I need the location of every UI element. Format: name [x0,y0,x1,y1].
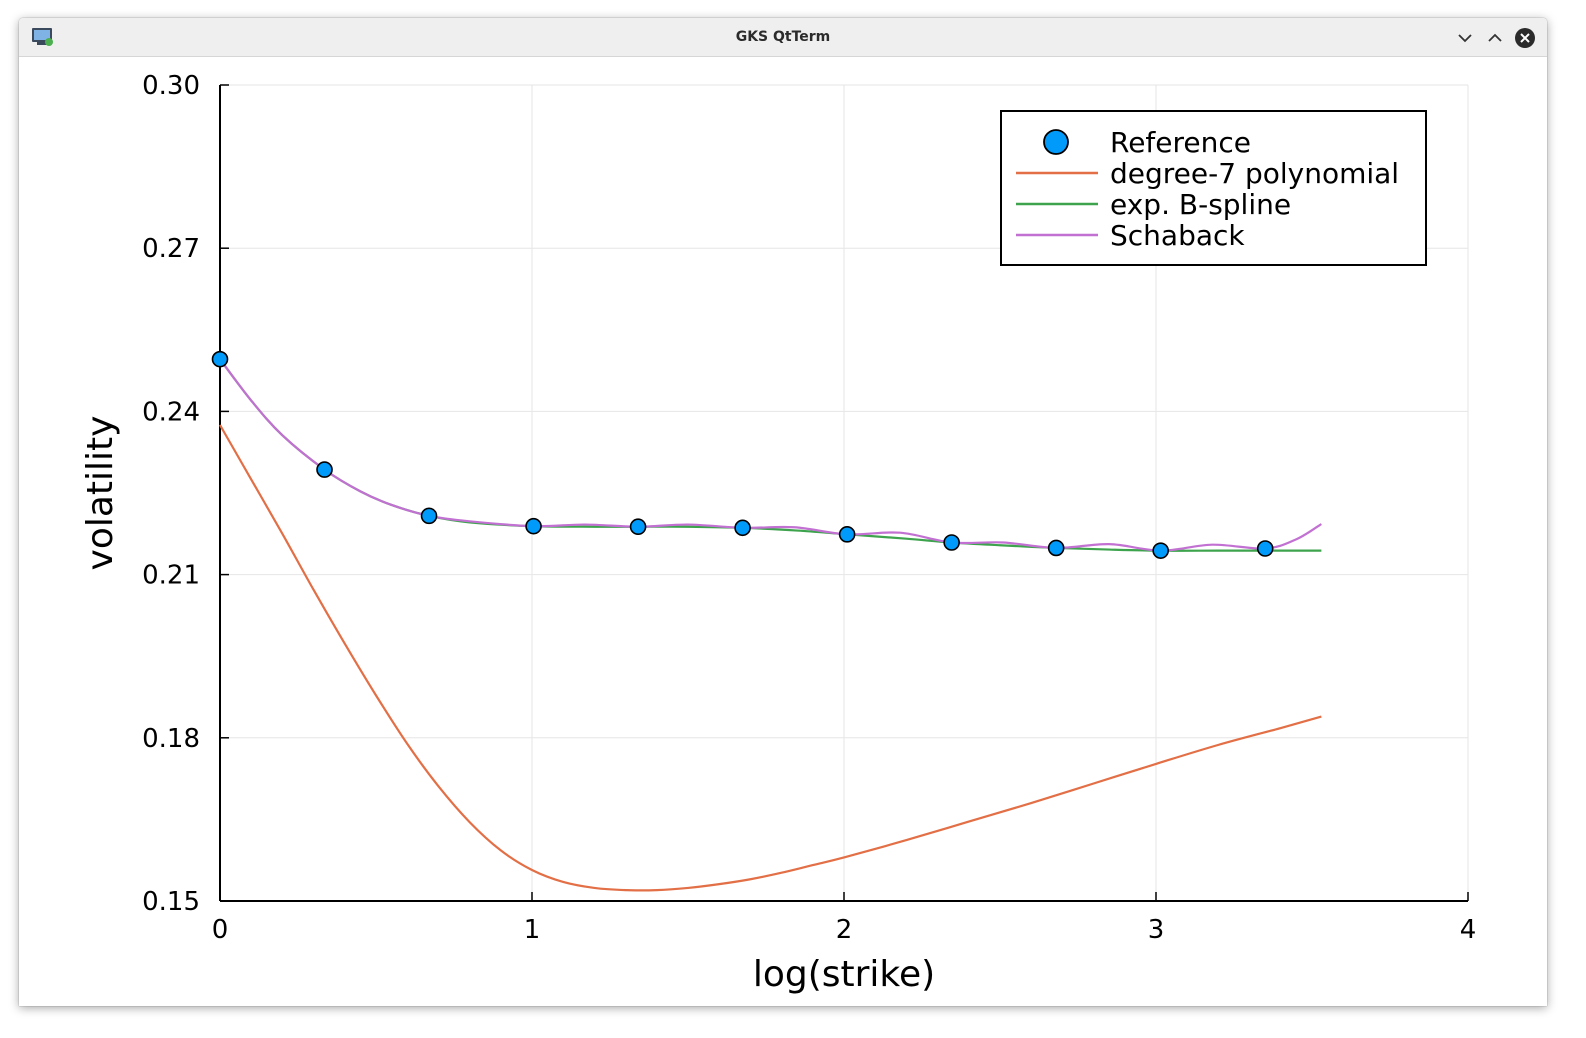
y-tick-label: 0.27 [142,234,200,264]
legend-entry-reference: Reference [1043,126,1251,159]
y-tick-label: 0.30 [142,71,200,101]
data-point-reference [1152,542,1169,559]
legend-entry-schaback: Schaback [1016,219,1245,252]
legend-label: exp. B-spline [1110,188,1291,221]
legend-label: degree-7 polynomial [1110,157,1399,190]
maximize-button[interactable] [1484,27,1506,49]
x-tick-label: 1 [524,915,541,945]
data-point-reference [629,518,647,536]
x-tick-label: 0 [212,915,229,945]
series-line-degree-7-polynomial [219,424,1322,892]
legend-label: Reference [1110,126,1251,159]
plot-window: GKS QtTerm 0 1 2 3 4 0.15 0.18 0.21 0.24 0.27 0.30 [19,18,1547,1006]
data-point-reference [525,517,542,535]
chevron-down-icon [1458,34,1472,43]
legend-entry-exp-b-spline: exp. B-spline [1016,188,1291,221]
points-layer [211,350,1274,559]
close-icon [1515,28,1535,48]
data-point-reference [1256,540,1274,557]
chevron-up-icon [1488,33,1502,42]
plot-area: 0 1 2 3 4 0.15 0.18 0.21 0.24 0.27 0.30 Reference d… [19,56,1547,1006]
chart: 0 1 2 3 4 0.15 0.18 0.21 0.24 0.27 0.30 Referenced… [80,71,1476,995]
minimize-button[interactable] [1454,27,1476,49]
data-point-reference [211,350,229,368]
y-tick-label: 0.21 [142,561,200,591]
legend-label: Schaback [1110,219,1245,252]
app-icon [32,28,53,46]
data-point-reference [1047,539,1065,557]
legend-marker [1043,129,1069,155]
axes: 0 1 2 3 4 0.15 0.18 0.21 0.24 0.27 0.30 [142,71,1476,945]
window-title: GKS QtTerm [735,29,831,45]
data-point-reference [943,534,960,551]
y-axis-title: volatility [80,416,121,571]
x-tick-label: 3 [1148,915,1165,945]
close-button[interactable] [1514,27,1536,49]
legend-entry-degree-7-polynomial: degree-7 polynomial [1016,157,1399,190]
data-point-reference [316,461,333,478]
data-point-reference [734,519,751,537]
data-point-reference [420,507,438,525]
x-axis-title: log(strike) [753,954,935,995]
y-tick-label: 0.18 [142,724,200,754]
legend-box [1000,110,1427,266]
title-bar[interactable]: GKS QtTerm [19,18,1547,57]
x-tick-label: 2 [836,915,853,945]
x-tick-label: 4 [1460,915,1477,945]
data-point-reference [838,526,856,543]
y-tick-label: 0.15 [142,887,200,917]
y-tick-label: 0.24 [142,397,200,427]
